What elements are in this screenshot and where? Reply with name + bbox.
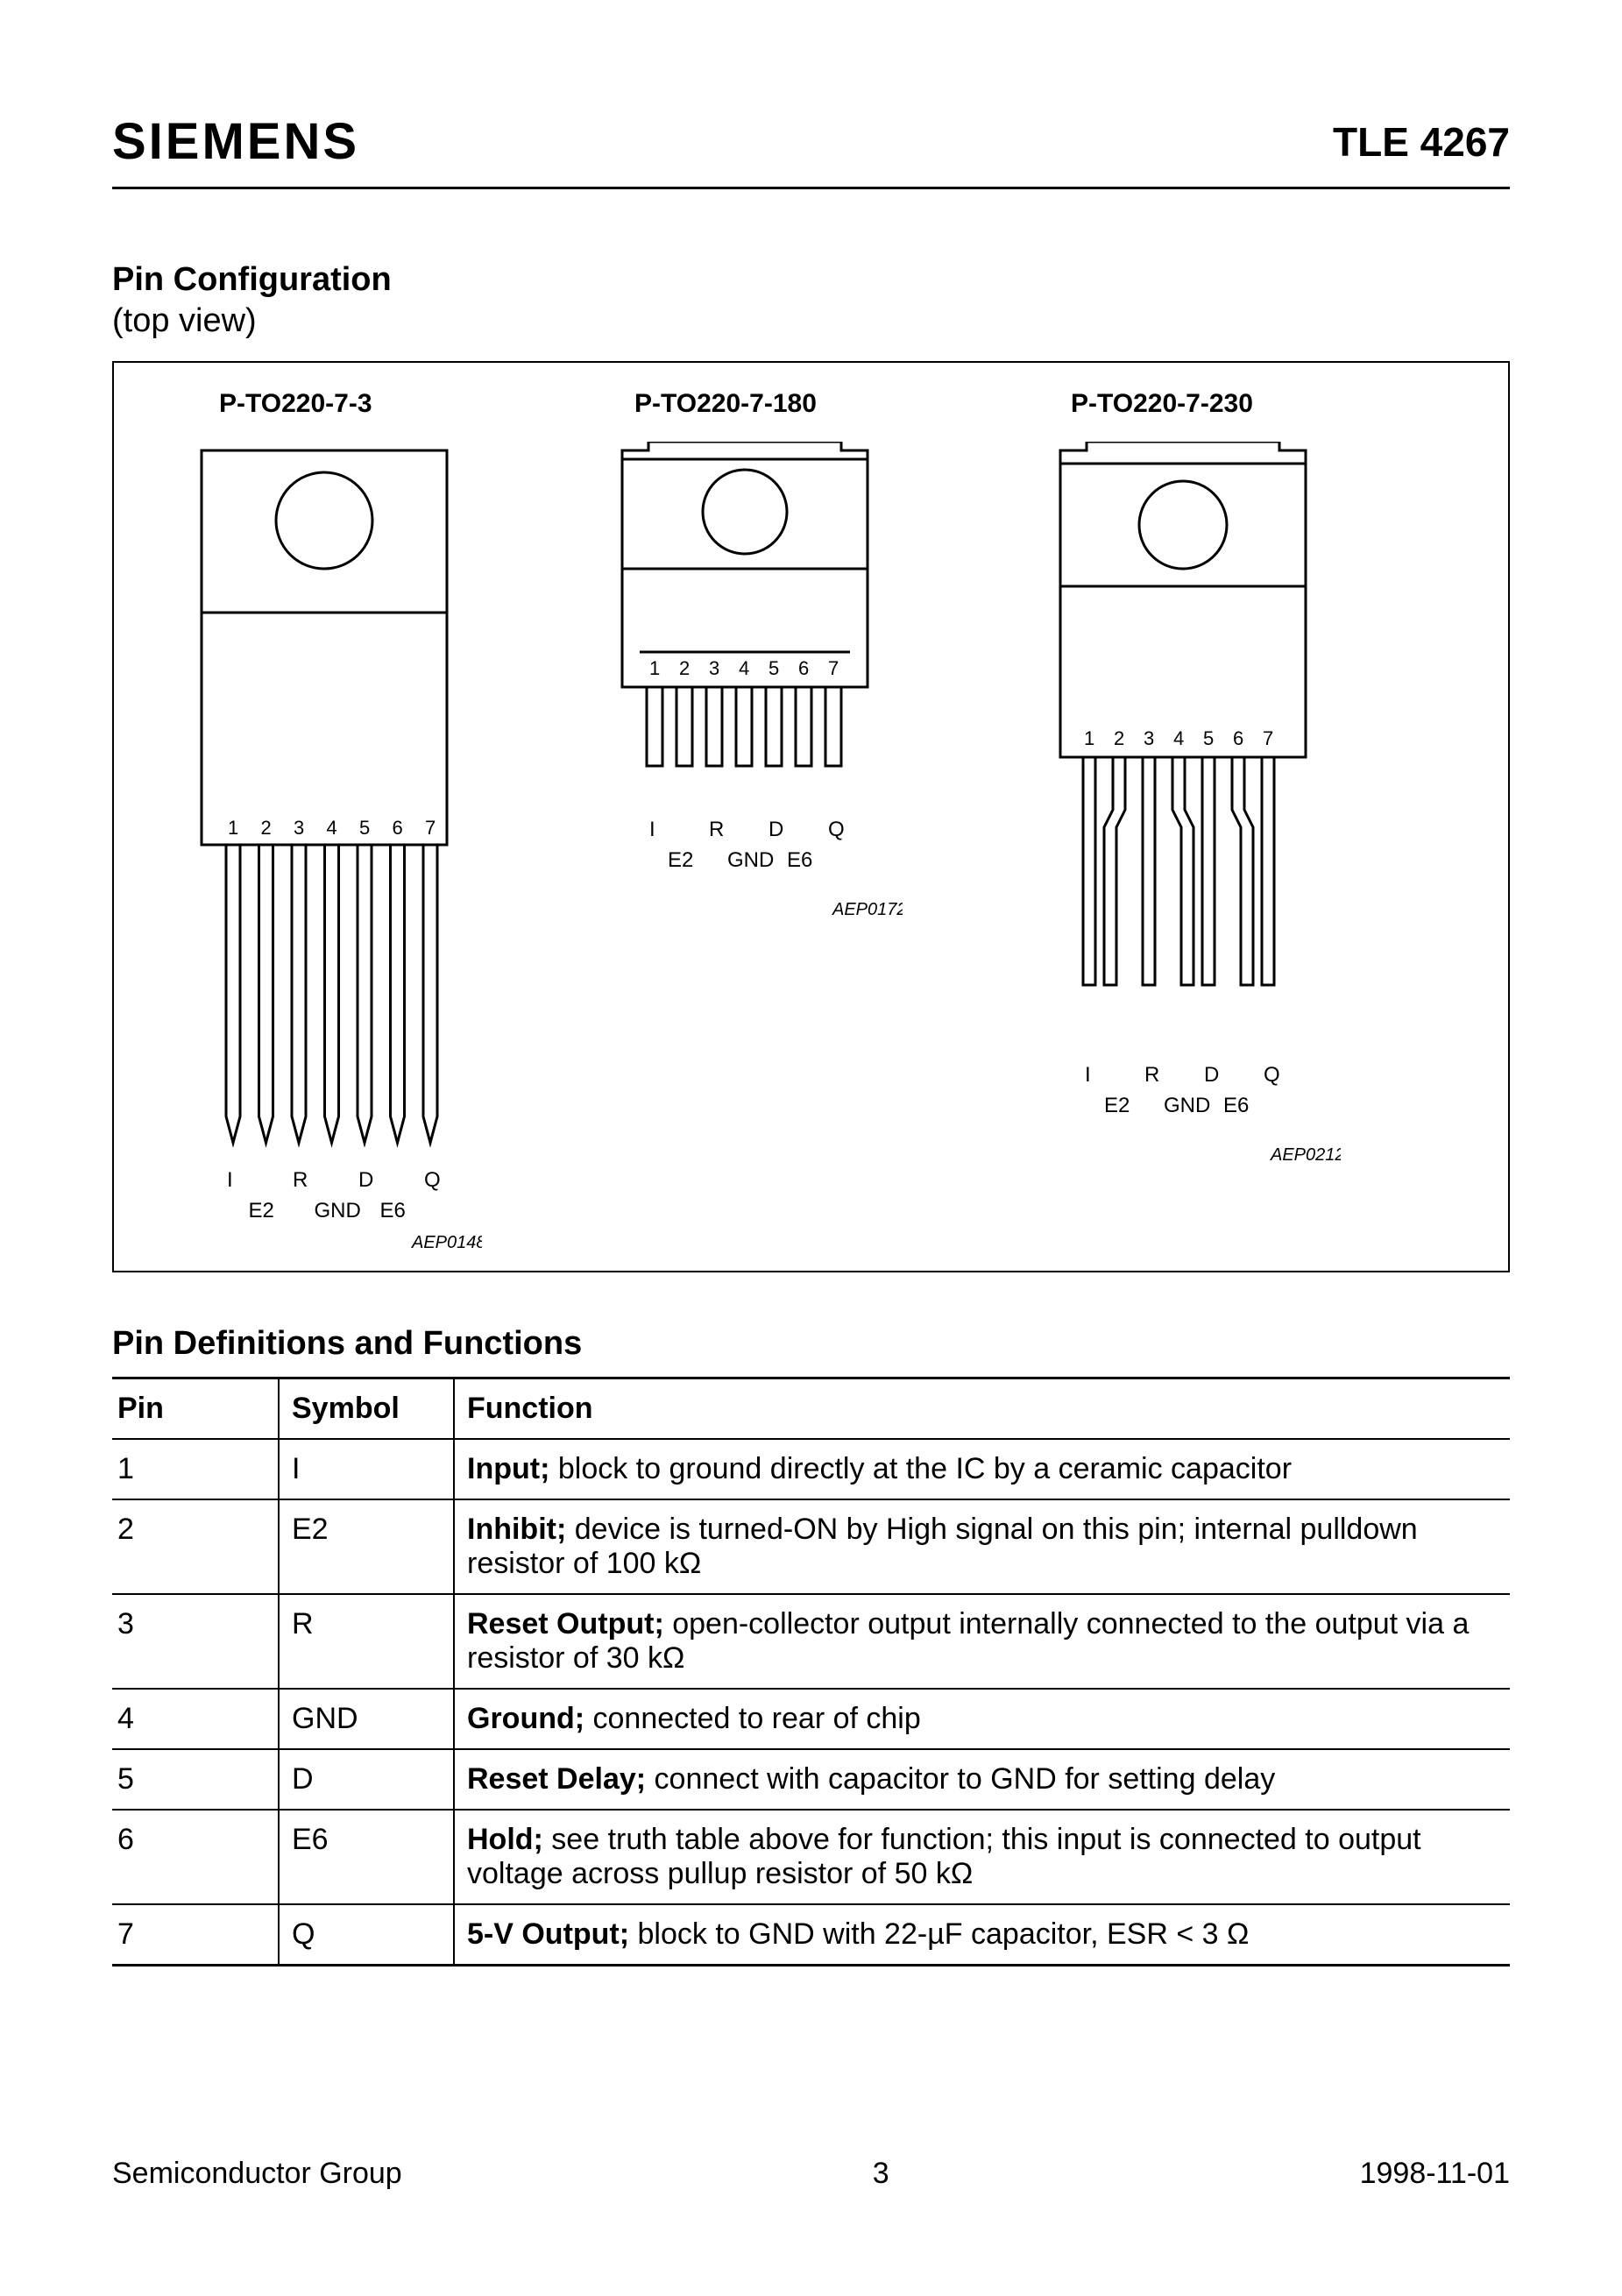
svg-text:3: 3	[709, 657, 719, 679]
svg-text:E2: E2	[1104, 1094, 1130, 1117]
svg-text:I: I	[1085, 1063, 1091, 1087]
cell-function: Input; block to ground directly at the I…	[454, 1439, 1510, 1499]
section-subtitle: (top view)	[112, 302, 1510, 340]
cell-symbol: GND	[279, 1689, 454, 1749]
col-function-header: Function	[454, 1378, 1510, 1440]
table-row: 5DReset Delay; connect with capacitor to…	[112, 1749, 1510, 1810]
svg-text:7: 7	[1263, 727, 1273, 749]
svg-text:2: 2	[261, 817, 272, 839]
brand-logo: SIEMENS	[112, 112, 359, 171]
svg-text:E2: E2	[668, 848, 693, 872]
svg-text:E6: E6	[1223, 1094, 1249, 1117]
svg-text:1: 1	[649, 657, 660, 679]
table-row: 4GNDGround; connected to rear of chip	[112, 1689, 1510, 1749]
svg-text:E6: E6	[787, 848, 812, 872]
cell-function: 5-V Output; block to GND with 22-µF capa…	[454, 1904, 1510, 1966]
package-1-diagram: 1 23 45 67 I R D Q E2 GND E6 AEP01481	[166, 442, 482, 1265]
pin-configuration-section: Pin Configuration (top view) P-TO220-7-3…	[112, 261, 1510, 1272]
cell-function: Ground; connected to rear of chip	[454, 1689, 1510, 1749]
cell-symbol: R	[279, 1594, 454, 1689]
cell-pin: 3	[112, 1594, 279, 1689]
table-row: 6E6Hold; see truth table above for funct…	[112, 1810, 1510, 1904]
svg-text:GND: GND	[727, 848, 774, 872]
table-title: Pin Definitions and Functions	[112, 1325, 1510, 1363]
svg-text:D: D	[769, 818, 783, 841]
svg-text:GND: GND	[315, 1199, 361, 1222]
cell-function: Reset Output; open-collector output inte…	[454, 1594, 1510, 1689]
svg-text:4: 4	[327, 817, 337, 839]
svg-text:I: I	[227, 1168, 233, 1192]
aep-code-3: AEP02123	[1270, 1145, 1341, 1165]
svg-text:R: R	[293, 1168, 308, 1192]
svg-text:4: 4	[739, 657, 749, 679]
col-pin-header: Pin	[112, 1378, 279, 1440]
svg-text:R: R	[1144, 1063, 1159, 1087]
cell-function: Hold; see truth table above for function…	[454, 1810, 1510, 1904]
svg-text:3: 3	[1144, 727, 1154, 749]
svg-text:Q: Q	[828, 818, 845, 841]
package-label-1: P-TO220-7-3	[219, 389, 372, 419]
package-diagram-box: P-TO220-7-3 P-TO220-7-180 P-TO220-7-230 …	[112, 361, 1510, 1272]
footer-left: Semiconductor Group	[112, 2157, 402, 2191]
cell-symbol: E6	[279, 1810, 454, 1904]
table-row: 2E2Inhibit; device is turned-ON by High …	[112, 1499, 1510, 1594]
svg-text:R: R	[709, 818, 724, 841]
svg-text:D: D	[1204, 1063, 1219, 1087]
svg-text:E6: E6	[380, 1199, 406, 1222]
pin-definitions-section: Pin Definitions and Functions Pin Symbol…	[112, 1325, 1510, 1966]
package-label-3: P-TO220-7-230	[1071, 389, 1253, 419]
table-row: 7Q5-V Output; block to GND with 22-µF ca…	[112, 1904, 1510, 1966]
svg-text:7: 7	[425, 817, 436, 839]
svg-text:5: 5	[1203, 727, 1214, 749]
page-header: SIEMENS TLE 4267	[112, 112, 1510, 189]
svg-text:E2: E2	[249, 1199, 274, 1222]
cell-pin: 2	[112, 1499, 279, 1594]
cell-pin: 7	[112, 1904, 279, 1966]
table-row: 1IInput; block to ground directly at the…	[112, 1439, 1510, 1499]
page-footer: Semiconductor Group 3 1998-11-01	[112, 2157, 1510, 2191]
svg-text:Q: Q	[1264, 1063, 1280, 1087]
svg-text:I: I	[649, 818, 655, 841]
col-symbol-header: Symbol	[279, 1378, 454, 1440]
table-row: 3RReset Output; open-collector output in…	[112, 1594, 1510, 1689]
svg-text:7: 7	[828, 657, 839, 679]
svg-text:1: 1	[228, 817, 238, 839]
svg-text:5: 5	[769, 657, 779, 679]
svg-text:GND: GND	[1164, 1094, 1210, 1117]
svg-text:2: 2	[1114, 727, 1124, 749]
cell-function: Reset Delay; connect with capacitor to G…	[454, 1749, 1510, 1810]
cell-pin: 5	[112, 1749, 279, 1810]
cell-pin: 4	[112, 1689, 279, 1749]
footer-page: 3	[873, 2157, 889, 2191]
section-title: Pin Configuration	[112, 261, 1510, 299]
cell-symbol: D	[279, 1749, 454, 1810]
svg-text:6: 6	[798, 657, 809, 679]
cell-symbol: Q	[279, 1904, 454, 1966]
aep-code-1: AEP01481	[411, 1233, 482, 1252]
cell-symbol: I	[279, 1439, 454, 1499]
cell-pin: 6	[112, 1810, 279, 1904]
svg-text:D: D	[358, 1168, 373, 1192]
svg-text:1: 1	[1084, 727, 1094, 749]
svg-text:4: 4	[1173, 727, 1184, 749]
footer-date: 1998-11-01	[1360, 2157, 1510, 2191]
svg-text:5: 5	[359, 817, 370, 839]
svg-text:2: 2	[679, 657, 690, 679]
pin-table: Pin Symbol Function 1IInput; block to gr…	[112, 1377, 1510, 1966]
svg-text:3: 3	[294, 817, 304, 839]
cell-function: Inhibit; device is turned-ON by High sig…	[454, 1499, 1510, 1594]
svg-text:6: 6	[393, 817, 403, 839]
part-number: TLE 4267	[1333, 118, 1510, 166]
aep-code-2: AEP01724	[832, 900, 903, 919]
table-header-row: Pin Symbol Function	[112, 1378, 1510, 1440]
package-3-diagram: 1234567 I R D Q E2 GND E6 AEP02123	[1025, 442, 1341, 1178]
cell-symbol: E2	[279, 1499, 454, 1594]
cell-pin: 1	[112, 1439, 279, 1499]
package-2-diagram: 1234567 I R D Q E2 GND E6 AEP01724	[587, 442, 903, 932]
svg-text:6: 6	[1233, 727, 1243, 749]
package-label-2: P-TO220-7-180	[634, 389, 817, 419]
svg-text:Q: Q	[424, 1168, 441, 1192]
